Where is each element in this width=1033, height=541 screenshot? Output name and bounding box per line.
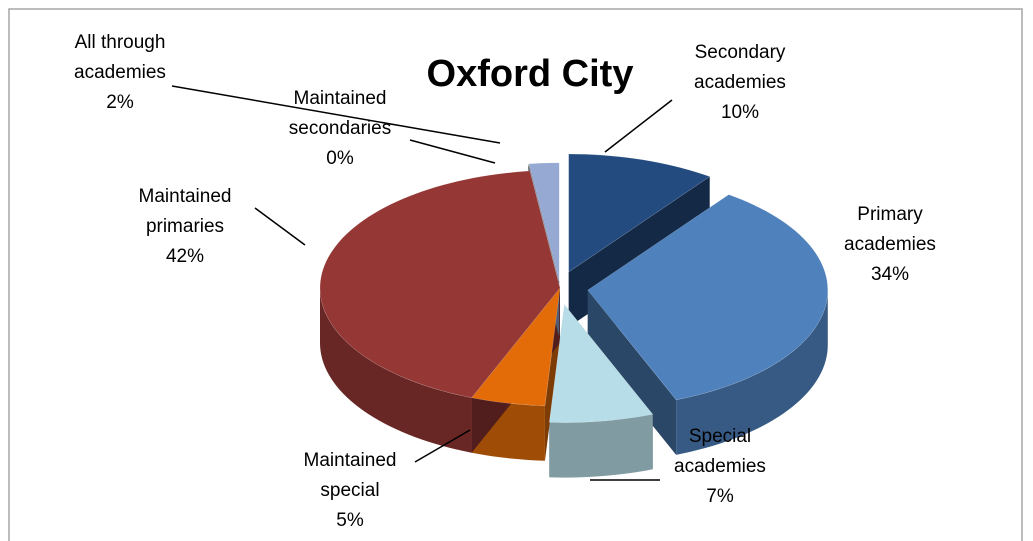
slice [471, 287, 561, 407]
slice-tops [319, 153, 829, 423]
slice [528, 163, 559, 281]
data-label: Maintained special 5% [285, 446, 415, 536]
data-label: Secondary academies 10% [675, 38, 805, 128]
leader-line [171, 85, 501, 144]
category-label: Maintained secondaries [288, 88, 392, 139]
value-label: 42% [165, 246, 205, 267]
slice [568, 153, 711, 273]
leader-line [254, 207, 306, 246]
slice [587, 194, 829, 401]
data-label: Maintained secondaries 0% [265, 84, 415, 174]
chart-border [8, 8, 1023, 541]
leader-line [604, 99, 673, 153]
slice-wall [320, 288, 472, 453]
slice-wall [549, 414, 653, 478]
value-label: 10% [720, 102, 760, 123]
value-label: 7% [706, 486, 734, 507]
value-label: 0% [326, 148, 354, 169]
leader-line [414, 429, 471, 463]
data-label: Maintained primaries 42% [120, 182, 250, 272]
value-label: 5% [336, 510, 364, 531]
value-label: 34% [870, 264, 910, 285]
data-label: Primary academies 34% [830, 200, 950, 290]
category-label: Maintained primaries [138, 186, 232, 237]
value-label: 2% [106, 92, 134, 113]
data-label: Special academies 7% [660, 422, 780, 512]
category-label: Special academies [674, 426, 766, 477]
category-label: Maintained special [303, 450, 397, 501]
slice-face [587, 290, 677, 455]
slice [528, 162, 560, 281]
slice [549, 303, 654, 423]
slice-wall [676, 290, 828, 455]
category-label: Primary academies [844, 204, 936, 255]
category-label: Secondary academies [694, 42, 786, 93]
chart-title: Oxford City [427, 53, 634, 95]
data-label: All through academies 2% [50, 28, 190, 118]
slice [319, 170, 561, 398]
category-label: All through academies [74, 32, 166, 83]
leader-line [409, 139, 496, 164]
